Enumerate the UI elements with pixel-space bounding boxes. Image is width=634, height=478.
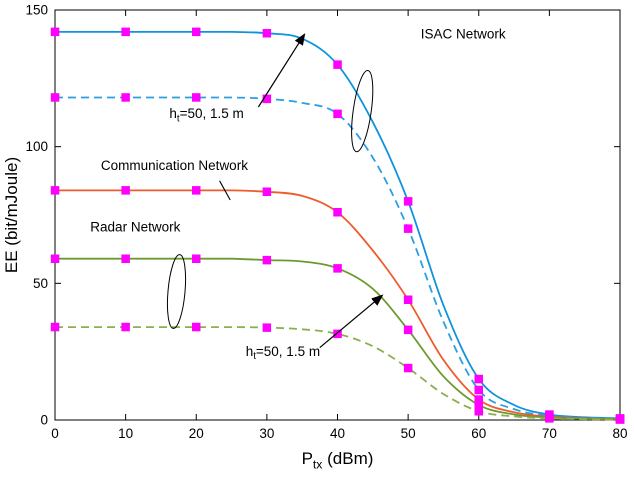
x-tick-label: 50: [401, 426, 416, 441]
data-marker-radar-dashed: [403, 363, 413, 373]
data-marker-isac-dashed: [474, 385, 483, 395]
data-marker-communication: [192, 186, 201, 195]
communication-leader-line: [219, 180, 231, 201]
data-marker-radar-dashed: [474, 407, 483, 416]
data-marker-isac-dashed: [333, 109, 342, 119]
isac-ellipse: [351, 69, 374, 153]
data-marker-isac-solid: [474, 374, 483, 384]
marker-group: [50, 27, 625, 424]
data-marker-communication: [262, 187, 272, 196]
data-marker-communication: [333, 208, 342, 217]
data-marker-isac-solid: [50, 27, 60, 37]
ht-upper-arrow: [257, 33, 306, 108]
data-marker-radar-dashed: [192, 322, 201, 332]
series-isac-solid: [54, 31, 621, 420]
y-tick-label: 0: [40, 413, 48, 428]
data-marker-radar-solid: [403, 325, 413, 335]
communication-network-label: Communication Network: [101, 158, 248, 173]
data-marker-radar-solid: [50, 254, 60, 263]
data-marker-isac-dashed: [50, 93, 60, 102]
data-marker-isac-dashed: [121, 93, 130, 102]
radar-ellipse: [166, 254, 187, 329]
data-marker-isac-solid: [333, 60, 342, 69]
data-marker-radar-dashed: [333, 329, 342, 339]
x-tick-label: 70: [542, 426, 557, 441]
data-marker-isac-solid: [262, 29, 272, 38]
x-tick-label: 40: [330, 426, 345, 441]
data-marker-radar-dashed: [262, 323, 272, 332]
x-tick-label: 0: [51, 426, 59, 441]
y-axis-label: EE (bit/mJoule): [2, 157, 21, 273]
x-tick-label: 30: [259, 426, 274, 441]
data-marker-radar-dashed: [121, 322, 130, 332]
data-marker-isac-solid: [403, 197, 413, 206]
x-axis-label: Ptx (dBm): [302, 449, 374, 471]
x-tick-label: 10: [118, 426, 133, 441]
data-marker-radar-solid: [192, 254, 201, 263]
data-marker-radar-dashed: [615, 415, 625, 424]
data-marker-communication: [403, 295, 413, 304]
data-marker-isac-solid: [121, 27, 130, 37]
data-marker-radar-dashed: [545, 414, 554, 423]
ht-lower-arrow: [319, 294, 384, 349]
ht-upper-label: ht=50, 1.5 m: [169, 106, 243, 124]
data-marker-radar-solid: [121, 254, 130, 263]
isac-network-label: ISAC Network: [421, 27, 506, 42]
series-isac-dashed: [55, 96, 621, 420]
data-marker-radar-solid: [333, 264, 342, 273]
x-axis: 0 10 20 30 40 50 60 70 80: [51, 10, 628, 441]
data-marker-isac-dashed: [192, 93, 201, 102]
y-tick-label: 100: [25, 139, 48, 154]
data-marker-communication: [121, 186, 130, 195]
x-tick-label: 80: [612, 426, 627, 441]
x-tick-label: 20: [189, 426, 204, 441]
y-tick-label: 150: [25, 3, 48, 18]
series-radar-dashed: [55, 326, 621, 421]
radar-network-label: Radar Network: [90, 219, 180, 234]
data-marker-radar-solid: [262, 255, 272, 265]
annotation-group: ISAC Network ht=50, 1.5 m Communication Ne…: [90, 27, 506, 362]
data-marker-isac-solid: [192, 27, 201, 37]
y-tick-label: 50: [33, 276, 48, 291]
ht-lower-label: ht=50, 1.5 m: [246, 344, 320, 362]
x-tick-label: 60: [471, 426, 486, 441]
data-marker-communication: [50, 186, 60, 195]
data-marker-isac-dashed: [403, 224, 413, 233]
data-marker-radar-dashed: [50, 322, 60, 332]
